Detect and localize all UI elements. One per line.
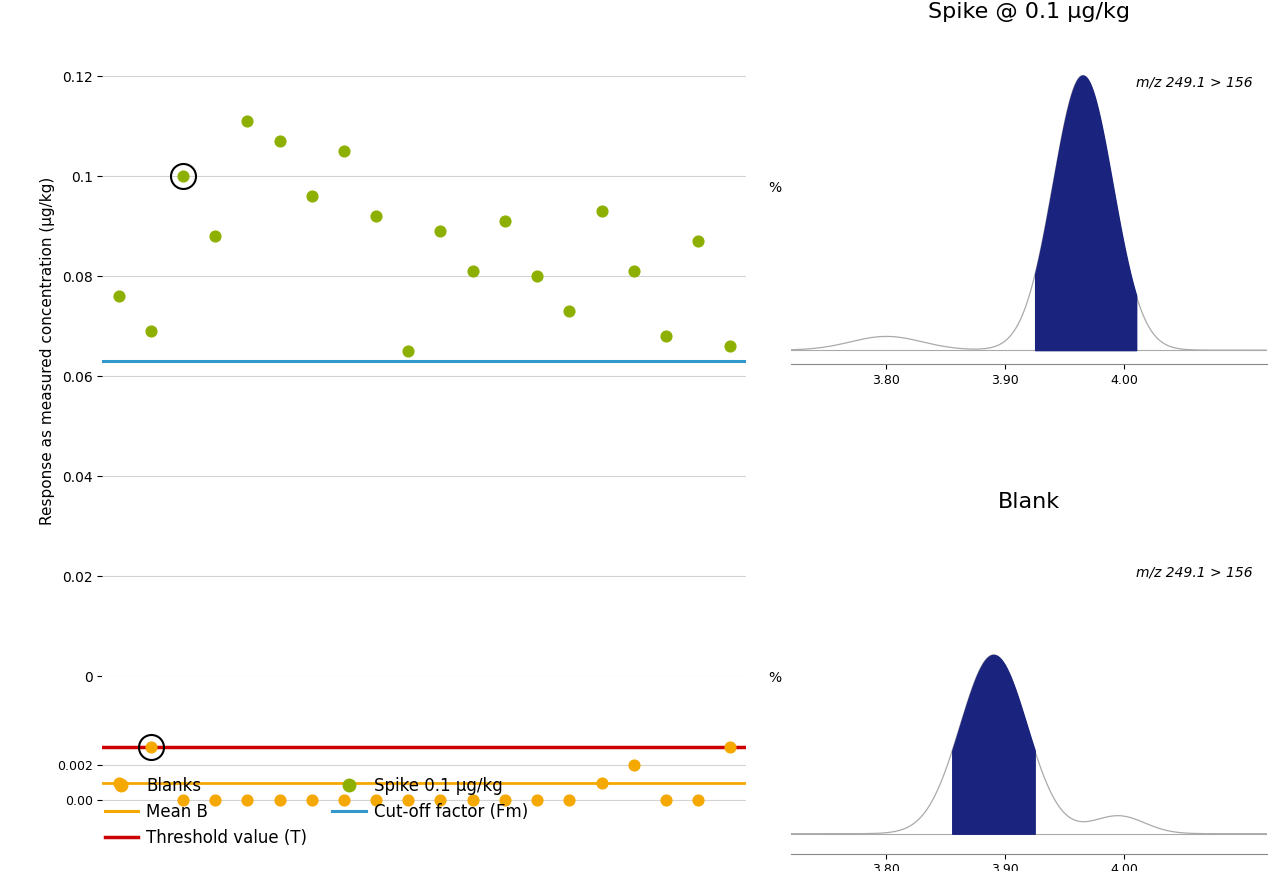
Point <box>237 114 257 128</box>
Point <box>687 234 708 248</box>
Title: Blank: Blank <box>998 491 1060 511</box>
Point <box>527 793 548 807</box>
Legend: Blanks, Mean B, Threshold value (T), Spike 0.1 µg/kg, Cut-off factor (Fm): Blanks, Mean B, Threshold value (T), Spi… <box>99 770 535 854</box>
Point <box>334 793 355 807</box>
Point <box>721 339 741 353</box>
Point <box>237 793 257 807</box>
Point <box>591 776 612 790</box>
Point <box>334 145 355 159</box>
Title: Spike @ 0.1 µg/kg: Spike @ 0.1 µg/kg <box>928 2 1130 22</box>
Point <box>494 214 515 228</box>
Point <box>462 793 483 807</box>
Point <box>173 793 193 807</box>
Point <box>430 224 451 238</box>
Text: m/z 249.1 > 156: m/z 249.1 > 156 <box>1137 565 1253 579</box>
Point <box>141 740 161 754</box>
Point <box>687 793 708 807</box>
Point <box>205 793 225 807</box>
Point <box>302 189 323 203</box>
Point <box>302 793 323 807</box>
Point <box>269 134 289 148</box>
Point <box>559 793 580 807</box>
Point <box>109 289 129 303</box>
Point <box>721 740 741 754</box>
Point <box>655 329 676 343</box>
Point <box>173 169 193 183</box>
Text: m/z 249.1 > 156: m/z 249.1 > 156 <box>1137 76 1253 90</box>
Point <box>494 793 515 807</box>
Y-axis label: %: % <box>768 671 781 685</box>
Point <box>462 264 483 278</box>
Point <box>623 758 644 772</box>
Point <box>430 793 451 807</box>
Y-axis label: Response as measured concentration (µg/kg): Response as measured concentration (µg/k… <box>40 177 55 525</box>
Point <box>366 209 387 223</box>
Point <box>269 793 289 807</box>
Point <box>109 776 129 790</box>
Point <box>559 304 580 318</box>
Point <box>205 229 225 243</box>
Point <box>141 324 161 338</box>
Point <box>623 264 644 278</box>
Point <box>591 204 612 218</box>
Point <box>398 344 419 358</box>
Point <box>655 793 676 807</box>
Point <box>366 793 387 807</box>
Point <box>527 269 548 283</box>
Point <box>398 793 419 807</box>
Y-axis label: %: % <box>768 181 781 195</box>
